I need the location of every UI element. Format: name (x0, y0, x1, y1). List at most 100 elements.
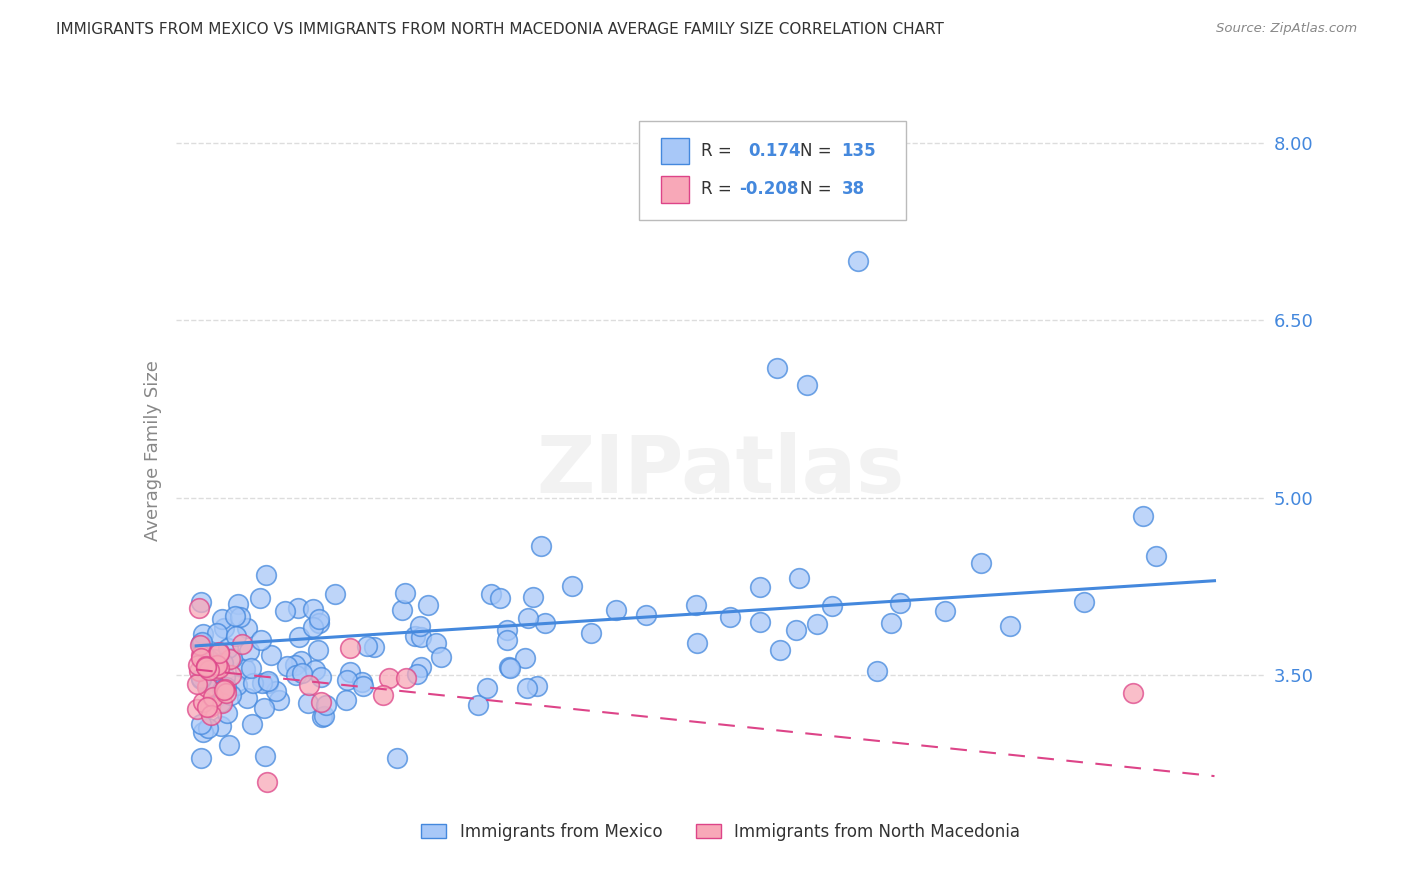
Point (191, 634, 214, 648)
Point (198, 699, 221, 714)
Point (311, 710, 333, 724)
Point (769, 642, 792, 657)
Point (288, 630, 311, 644)
Point (406, 667, 429, 681)
Point (193, 695, 215, 709)
Point (209, 695, 232, 709)
Point (579, 625, 602, 640)
Point (194, 660, 217, 674)
Point (250, 632, 273, 647)
Point (215, 686, 238, 700)
Point (339, 665, 361, 680)
Point (291, 666, 314, 681)
Point (208, 661, 231, 675)
Point (225, 629, 247, 643)
Point (323, 587, 346, 601)
Point (889, 596, 911, 610)
Point (195, 658, 218, 673)
Point (339, 640, 361, 655)
Point (749, 615, 772, 629)
Point (200, 708, 222, 723)
Point (765, 360, 787, 375)
Point (191, 627, 214, 641)
Text: R =: R = (702, 142, 737, 160)
Point (304, 663, 326, 677)
Point (785, 623, 807, 637)
Text: N =: N = (800, 180, 837, 198)
Point (533, 616, 555, 631)
Text: -0.208: -0.208 (740, 180, 799, 198)
Text: IMMIGRANTS FROM MEXICO VS IMMIGRANTS FROM NORTH MACEDONIA AVERAGE FAMILY SIZE CO: IMMIGRANTS FROM MEXICO VS IMMIGRANTS FRO… (56, 22, 943, 37)
Point (866, 664, 889, 678)
Point (287, 600, 309, 615)
Point (215, 706, 238, 720)
Point (215, 680, 238, 694)
Point (394, 586, 416, 600)
Point (208, 644, 231, 658)
Point (430, 650, 453, 665)
Point (236, 690, 259, 705)
Point (238, 644, 260, 658)
Point (257, 673, 280, 688)
Y-axis label: Average Family Size: Average Family Size (143, 360, 162, 541)
Point (253, 748, 276, 763)
Point (201, 655, 224, 669)
Point (425, 636, 447, 650)
Point (249, 591, 271, 605)
Text: Source: ZipAtlas.com: Source: ZipAtlas.com (1216, 22, 1357, 36)
Text: 135: 135 (842, 142, 876, 160)
Text: N =: N = (800, 142, 837, 160)
Point (481, 587, 503, 601)
Point (301, 601, 323, 615)
Point (242, 676, 264, 690)
Point (498, 660, 520, 674)
Point (256, 675, 278, 690)
Point (211, 696, 233, 710)
Point (1132, 508, 1154, 523)
Point (212, 682, 235, 697)
Point (190, 636, 212, 650)
Point (475, 681, 498, 695)
Point (530, 539, 553, 553)
Point (1144, 549, 1167, 564)
Point (499, 660, 522, 674)
Point (796, 378, 818, 392)
Point (274, 604, 297, 618)
Point (256, 775, 278, 789)
Point (207, 658, 229, 673)
Legend: Immigrants from Mexico, Immigrants from North Macedonia: Immigrants from Mexico, Immigrants from … (415, 816, 1026, 847)
Point (276, 658, 298, 673)
Point (1073, 595, 1095, 609)
Point (191, 646, 214, 660)
Point (195, 651, 218, 665)
Point (934, 604, 956, 618)
Point (205, 625, 228, 640)
Point (526, 679, 548, 693)
Point (190, 672, 212, 686)
Point (416, 598, 439, 612)
Point (186, 676, 208, 690)
Point (309, 695, 332, 709)
Point (260, 648, 283, 662)
Point (187, 658, 209, 673)
Point (198, 658, 221, 673)
Point (488, 591, 510, 606)
Point (218, 738, 240, 752)
Point (1122, 686, 1144, 700)
Point (264, 683, 287, 698)
Point (880, 615, 903, 630)
Point (190, 648, 212, 662)
Point (605, 603, 627, 617)
Point (207, 646, 229, 660)
Point (998, 618, 1021, 632)
Point (190, 595, 212, 609)
Point (254, 568, 277, 582)
Point (314, 708, 336, 723)
Point (634, 608, 657, 623)
Point (391, 603, 413, 617)
Bar (661, 138, 689, 164)
Point (195, 680, 218, 694)
Point (363, 640, 385, 654)
Point (219, 668, 242, 682)
Point (748, 581, 770, 595)
